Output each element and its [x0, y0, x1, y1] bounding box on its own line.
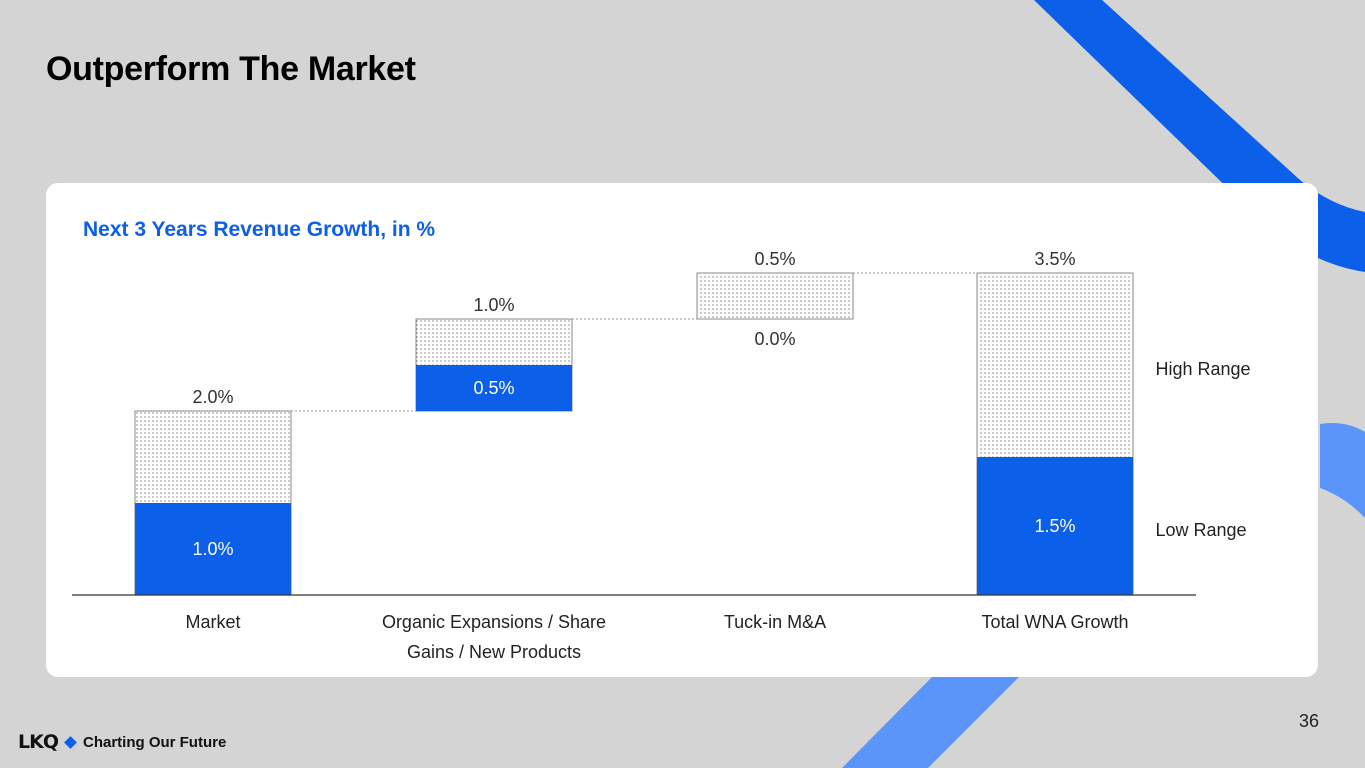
legend-low-range: Low Range: [1155, 520, 1246, 540]
bar-high-range: [696, 272, 854, 320]
data-label-high: 0.5%: [754, 249, 795, 269]
data-label-low: 1.5%: [1034, 516, 1075, 536]
data-label-high: 2.0%: [192, 387, 233, 407]
logo-tagline: Charting Our Future: [82, 733, 227, 751]
bar-low-range: [416, 365, 572, 411]
x-tick-label: Total WNA Growth: [981, 612, 1128, 632]
logo-wordmark: LKQ: [18, 731, 59, 753]
data-label-low: 0.5%: [473, 378, 514, 398]
x-tick-label: Gains / New Products: [407, 642, 581, 662]
x-tick-label: Tuck-in M&A: [724, 612, 826, 632]
data-label-high: 1.0%: [473, 295, 514, 315]
page-number: 36: [1298, 711, 1319, 731]
data-label-low: 0.0%: [754, 329, 795, 349]
blue-stripe-right: [1320, 423, 1365, 518]
blue-stripe-bottom: [842, 677, 1019, 768]
bar-low-range: [977, 457, 1133, 595]
chart-title: Next 3 Years Revenue Growth, in %: [83, 218, 436, 241]
slide-title: Outperform The Market: [46, 50, 416, 88]
diamond-icon: [64, 735, 77, 749]
bar-low-range: [135, 503, 291, 595]
company-logo: LKQ Charting Our Future: [18, 731, 226, 753]
x-tick-label: Organic Expansions / Share: [382, 612, 606, 632]
data-label-high: 3.5%: [1034, 249, 1075, 269]
data-label-low: 1.0%: [192, 539, 233, 559]
x-tick-label: Market: [185, 612, 240, 632]
legend-high-range: High Range: [1155, 359, 1250, 379]
